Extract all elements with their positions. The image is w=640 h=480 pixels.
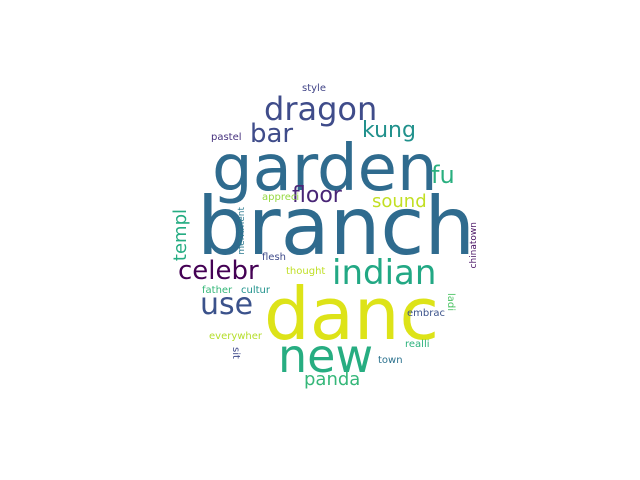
word-indian: indian [332, 253, 437, 293]
word-celebr: celebr [178, 256, 259, 286]
word-floor: floor [292, 183, 342, 208]
word-thought: thought [286, 266, 326, 277]
word-style: style [302, 83, 326, 94]
word-cultur: cultur [241, 285, 270, 296]
word-new: new [278, 329, 374, 383]
word-town: town [378, 355, 403, 366]
word-realli: realli [405, 339, 430, 350]
word-chinatown: chinatown [469, 222, 479, 269]
word-danc: danc [264, 272, 440, 356]
word-merriment: merriment [237, 207, 247, 255]
word-flesh: flesh [262, 252, 286, 263]
word-appreci: appreci [262, 192, 300, 203]
word-embrac: embrac [407, 308, 445, 319]
word-sound: sound [372, 191, 427, 212]
word-everywher: everywher [209, 331, 263, 342]
word-father: father [202, 285, 233, 296]
word-bar: bar [250, 119, 294, 149]
word-sit: sit [230, 347, 241, 359]
word-use: use [200, 287, 254, 322]
word-fu: fu [431, 161, 455, 189]
word-garden: garden [212, 132, 438, 206]
word-dragon: dragon [264, 90, 378, 128]
word-kung: kung [362, 118, 416, 143]
word-pastel: pastel [211, 132, 242, 143]
word-templ: templ [170, 209, 191, 262]
word-panda: panda [304, 369, 361, 390]
word-branch: branch [197, 180, 476, 273]
word-ladi: ladi [445, 293, 456, 312]
